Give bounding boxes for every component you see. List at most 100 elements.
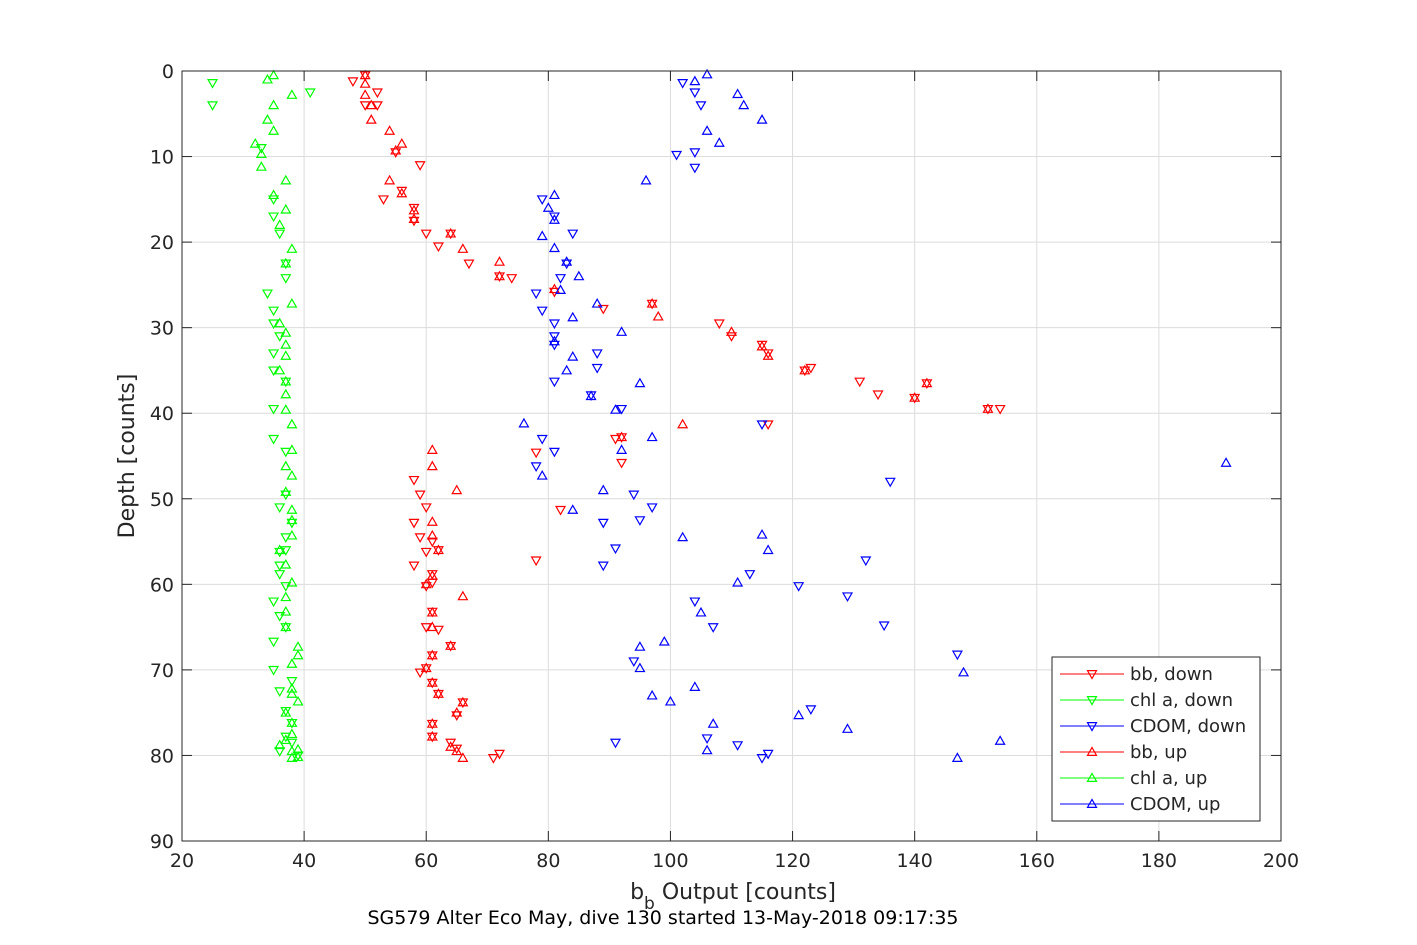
x-axis-label-subscript: b bbox=[644, 894, 655, 914]
data-point bbox=[634, 377, 646, 388]
legend-marker bbox=[1086, 746, 1098, 756]
data-point bbox=[799, 364, 811, 375]
data-point bbox=[280, 404, 292, 414]
data-point bbox=[451, 706, 463, 717]
data-point bbox=[732, 741, 744, 751]
data-point bbox=[408, 518, 420, 529]
data-point bbox=[548, 242, 560, 253]
data-point bbox=[426, 621, 438, 632]
data-point bbox=[677, 418, 689, 429]
data-point bbox=[280, 734, 292, 745]
data-point bbox=[616, 458, 628, 469]
data-point bbox=[286, 658, 298, 668]
data-point bbox=[548, 377, 560, 388]
data-point bbox=[274, 612, 286, 622]
data-point bbox=[414, 161, 426, 171]
data-point bbox=[738, 99, 750, 110]
data-point bbox=[548, 447, 560, 458]
data-point bbox=[426, 677, 438, 687]
legend-label: CDOM, up bbox=[1130, 794, 1220, 815]
data-point bbox=[872, 390, 884, 401]
data-point bbox=[585, 390, 597, 401]
data-point bbox=[268, 404, 280, 415]
x-tick-label: 100 bbox=[652, 850, 688, 872]
data-point bbox=[365, 99, 377, 110]
data-point bbox=[732, 88, 744, 99]
data-point bbox=[457, 752, 469, 762]
data-point bbox=[280, 327, 292, 337]
data-point bbox=[286, 89, 298, 99]
data-point bbox=[756, 754, 768, 764]
data-point bbox=[414, 668, 426, 679]
data-point bbox=[725, 326, 738, 336]
data-point bbox=[555, 274, 567, 284]
y-axis-label: Depth [counts] bbox=[115, 374, 140, 539]
data-point bbox=[426, 444, 438, 454]
data-point bbox=[274, 364, 286, 375]
data-point bbox=[493, 270, 506, 281]
data-point bbox=[268, 349, 280, 360]
axis-ticks: 20 40 60 80 100 120 140 160 180 200 0 10 20 30 40 50 60 7… bbox=[150, 61, 1299, 872]
legend-entry: CDOM, up bbox=[1060, 794, 1220, 815]
data-point bbox=[304, 88, 316, 99]
data-point bbox=[286, 243, 298, 253]
data-point bbox=[616, 326, 628, 336]
data-point bbox=[280, 582, 292, 592]
data-point bbox=[359, 101, 371, 111]
data-point bbox=[957, 666, 970, 677]
data-point bbox=[536, 306, 548, 317]
data-point bbox=[274, 747, 286, 757]
data-point bbox=[548, 283, 560, 294]
data-point bbox=[268, 637, 280, 648]
data-point bbox=[762, 349, 774, 360]
data-point bbox=[426, 529, 438, 540]
x-tick-label: 160 bbox=[1019, 850, 1055, 872]
data-point bbox=[274, 739, 286, 750]
data-point bbox=[548, 319, 560, 330]
data-point bbox=[408, 561, 420, 572]
y-tick-label: 90 bbox=[150, 831, 174, 853]
data-point bbox=[671, 150, 683, 161]
data-point bbox=[457, 590, 469, 601]
legend-label: bb, down bbox=[1130, 664, 1213, 685]
data-point bbox=[561, 256, 573, 266]
legend-entry: CDOM, down bbox=[1060, 716, 1246, 737]
data-point bbox=[646, 431, 658, 442]
data-point bbox=[390, 144, 402, 155]
data-point bbox=[408, 213, 420, 223]
data-point bbox=[530, 556, 542, 567]
data-point bbox=[359, 78, 371, 88]
data-point bbox=[420, 578, 432, 589]
data-point bbox=[951, 752, 963, 762]
data-point bbox=[591, 298, 603, 308]
data-point bbox=[280, 486, 292, 496]
data-point bbox=[658, 635, 670, 646]
data-point bbox=[536, 434, 548, 445]
data-point bbox=[616, 404, 628, 415]
data-point bbox=[548, 332, 560, 342]
data-point bbox=[567, 229, 579, 240]
data-point bbox=[268, 212, 280, 223]
data-point bbox=[536, 195, 548, 206]
data-point bbox=[426, 570, 438, 580]
data-point bbox=[805, 363, 817, 374]
data-point bbox=[420, 582, 432, 592]
y-tick-label: 80 bbox=[150, 745, 174, 767]
data-point bbox=[261, 73, 274, 84]
data-point bbox=[530, 289, 542, 300]
data-point bbox=[268, 69, 280, 80]
data-point bbox=[652, 310, 664, 321]
data-point bbox=[347, 77, 359, 87]
data-point bbox=[573, 270, 585, 281]
data-point bbox=[677, 531, 689, 542]
data-point bbox=[286, 717, 298, 727]
data-point bbox=[274, 570, 286, 580]
data-point bbox=[268, 195, 280, 206]
legend-entry: chl a, down bbox=[1060, 690, 1233, 711]
data-point bbox=[634, 662, 646, 673]
x-tick-label: 80 bbox=[536, 850, 560, 872]
data-point bbox=[274, 547, 286, 558]
x-tick-label: 120 bbox=[774, 850, 810, 872]
data-point bbox=[274, 544, 286, 555]
data-point bbox=[426, 537, 438, 548]
